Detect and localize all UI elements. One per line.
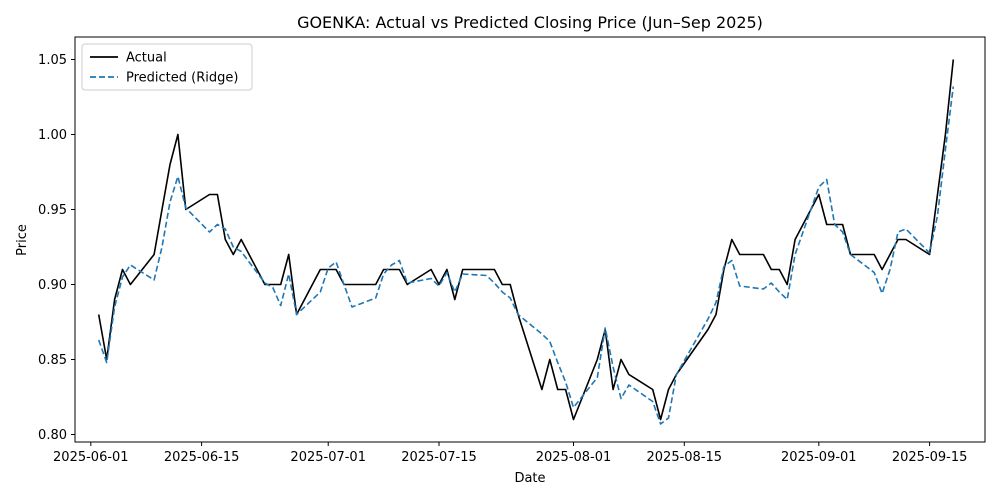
legend: Actual Predicted (Ridge) <box>81 43 253 91</box>
legend-predicted-label: Predicted (Ridge) <box>126 71 238 86</box>
y-tick-label: 0.85 <box>38 353 67 368</box>
plot-area <box>75 37 985 442</box>
chart-title: GOENKA: Actual vs Predicted Closing Pric… <box>297 13 763 32</box>
predicted-price-line <box>97 86 955 425</box>
actual-price-line <box>97 59 955 421</box>
series-layer <box>97 59 955 425</box>
x-tick-label: 2025-07-15 <box>401 450 477 465</box>
x-tick-label: 2025-09-15 <box>892 450 968 465</box>
x-tick-label: 2025-08-15 <box>647 450 723 465</box>
legend-actual-label: Actual <box>126 51 167 66</box>
y-tick-label: 1.00 <box>38 128 67 143</box>
x-tick-label: 2025-07-01 <box>290 450 366 465</box>
x-axis-ticks: 2025-06-01 2025-06-15 2025-07-01 2025-07-15… <box>53 442 967 465</box>
plot-frame <box>74 36 986 443</box>
x-tick-label: 2025-06-15 <box>164 450 240 465</box>
x-tick-label: 2025-06-01 <box>53 450 129 465</box>
y-tick-label: 0.95 <box>38 203 67 218</box>
y-tick-label: 0.80 <box>38 428 67 443</box>
legend-box <box>81 43 253 91</box>
y-tick-label: 1.05 <box>38 53 67 68</box>
x-tick-label: 2025-09-01 <box>781 450 857 465</box>
y-axis-label: Price <box>15 224 30 256</box>
x-tick-label: 2025-08-01 <box>536 450 612 465</box>
y-tick-label: 0.90 <box>38 278 67 293</box>
x-axis-label: Date <box>514 471 545 486</box>
y-axis-ticks: 0.80 0.85 0.90 0.95 1.00 1.05 <box>38 53 75 443</box>
